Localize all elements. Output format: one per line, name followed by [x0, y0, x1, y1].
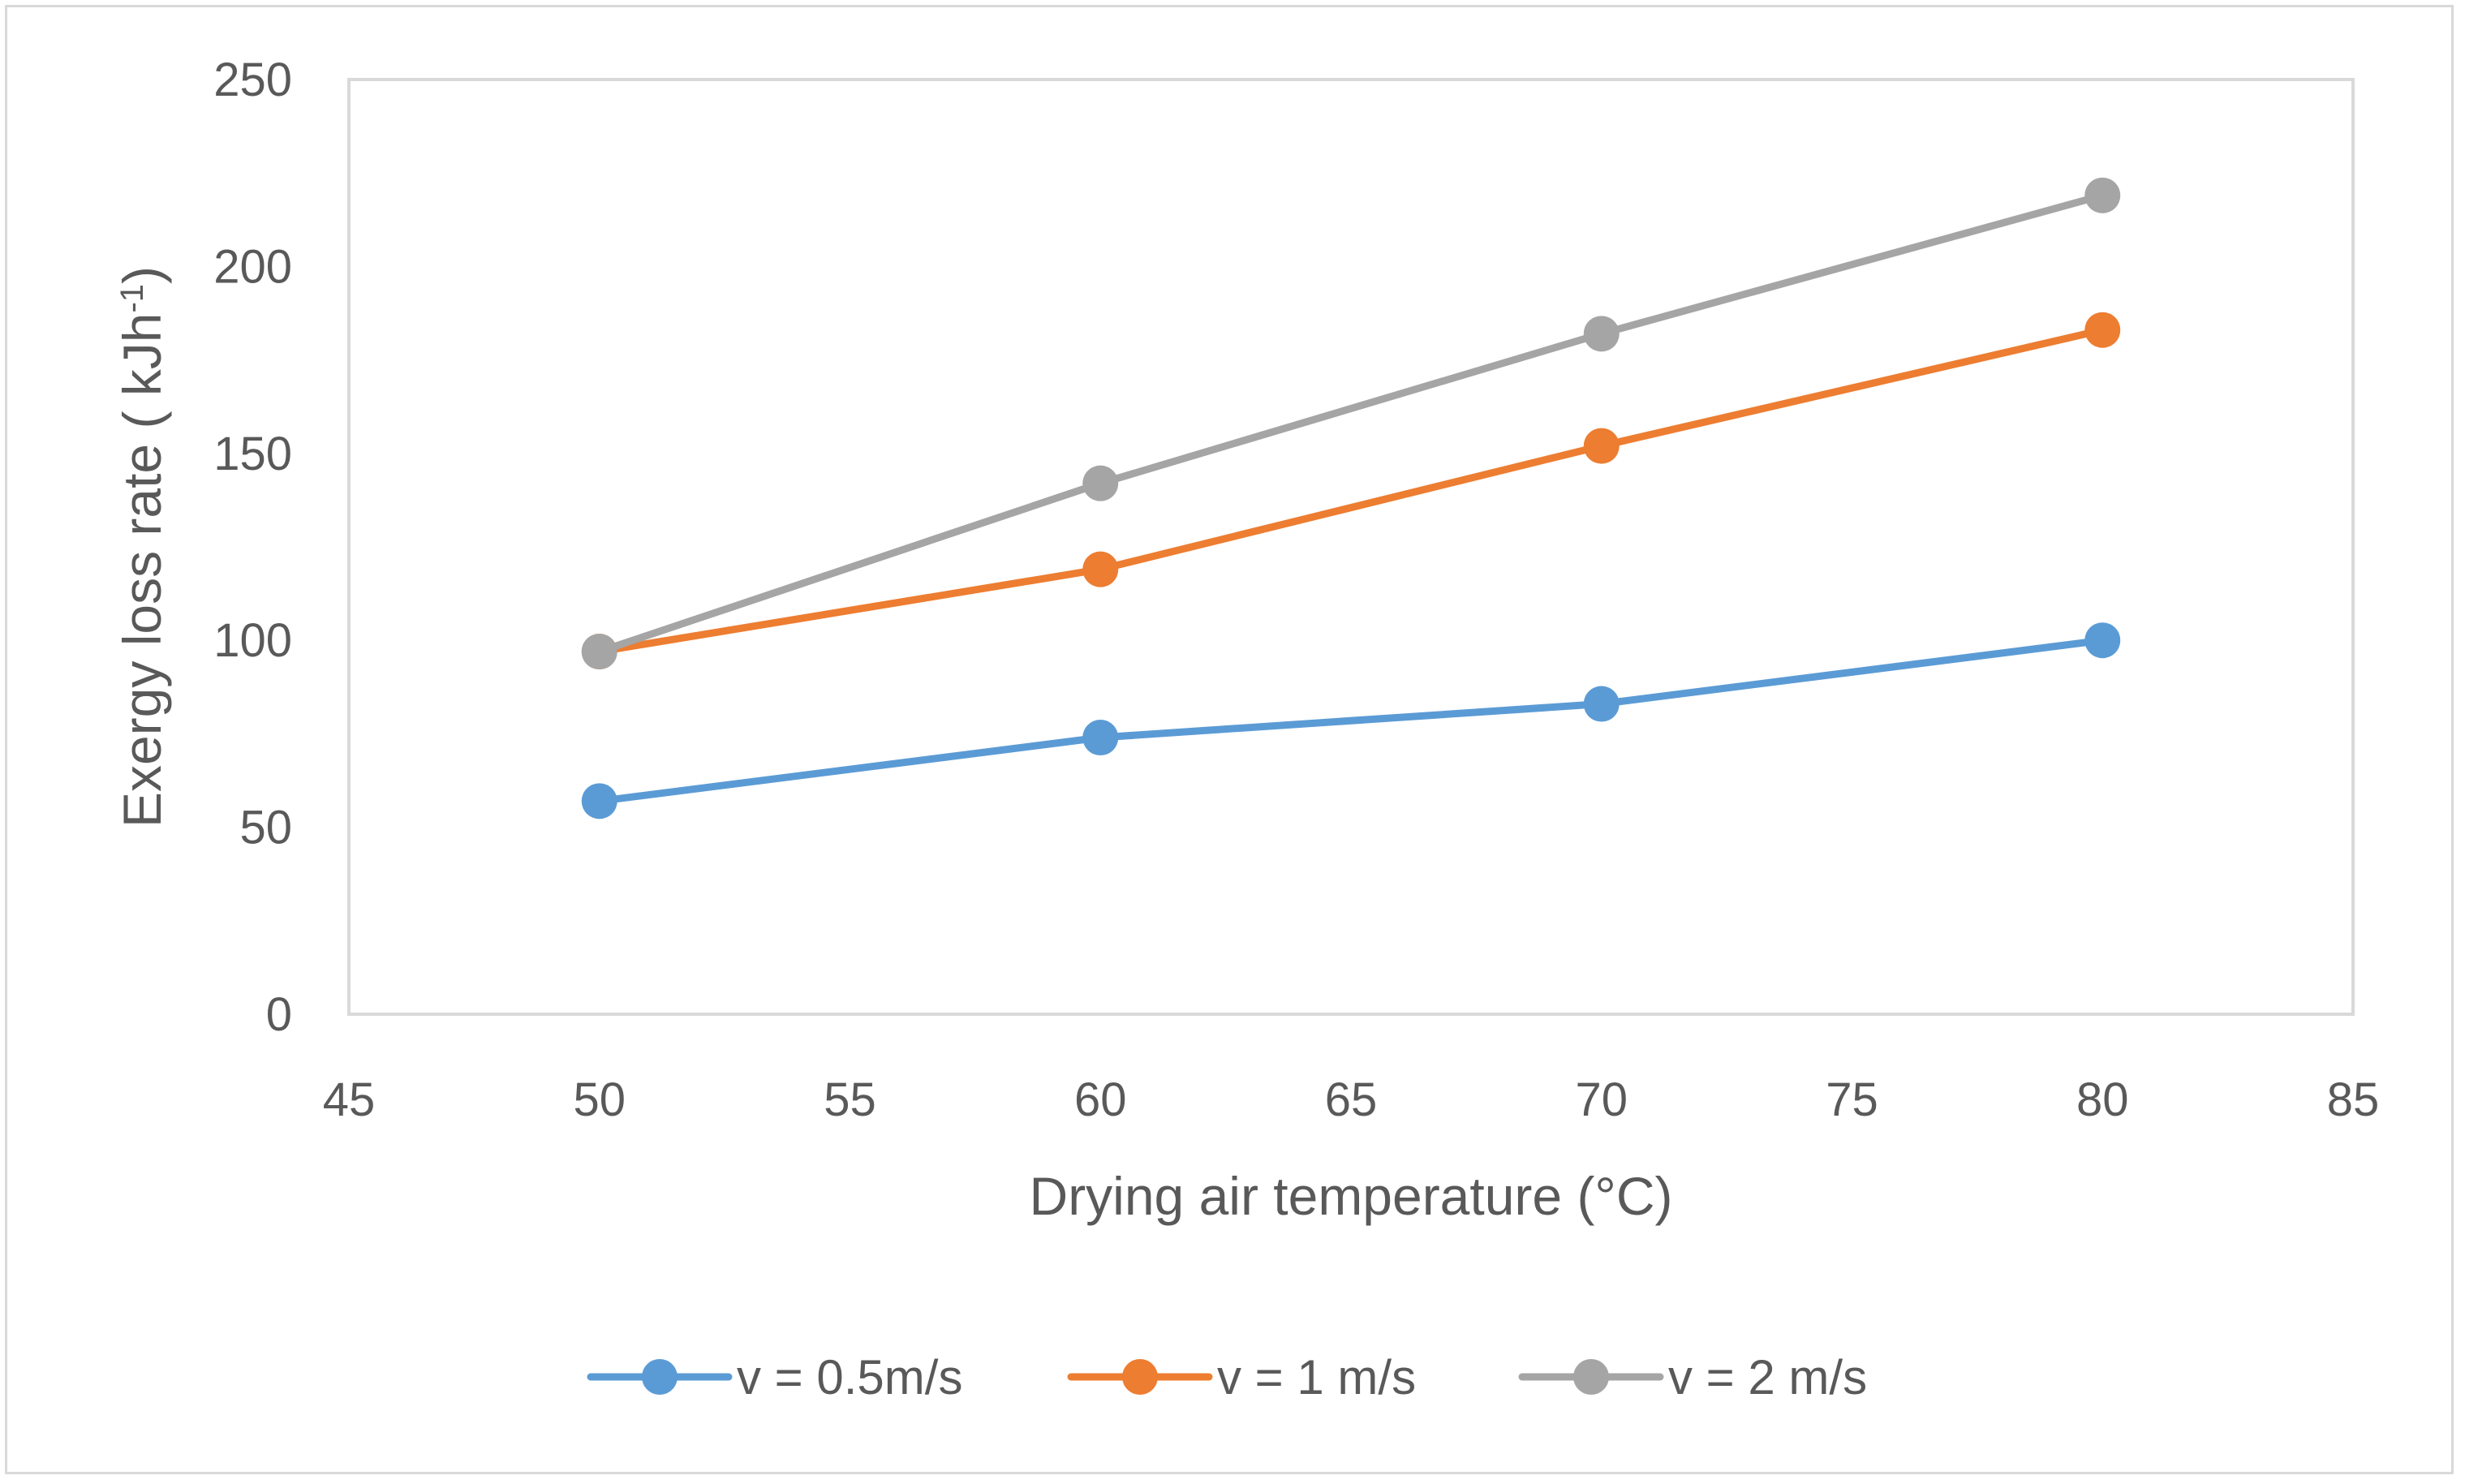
y-tick-label: 100	[213, 614, 292, 667]
data-point	[1583, 316, 1620, 352]
x-tick-label: 55	[824, 1073, 876, 1126]
series-line	[596, 191, 2106, 656]
y-tick-label: 50	[239, 802, 292, 854]
series-2	[581, 312, 2121, 670]
legend-marker	[642, 1359, 678, 1395]
y-tick-label: 0	[266, 988, 292, 1041]
y-tick-label: 150	[213, 428, 292, 480]
legend-item: v = 2 m/s	[1518, 1350, 1867, 1404]
data-point	[1583, 428, 1620, 464]
series-line	[596, 636, 2106, 805]
data-point	[1082, 720, 1119, 756]
data-point	[1082, 551, 1119, 587]
x-tick-label: 75	[1826, 1073, 1878, 1126]
data-point	[2084, 312, 2121, 348]
x-tick-label: 85	[2327, 1073, 2380, 1126]
chart-frame	[5, 5, 2454, 1474]
y-tick-label: 250	[213, 54, 292, 106]
series-layer	[581, 177, 2121, 819]
series-3	[581, 177, 2121, 670]
data-point	[1082, 465, 1119, 501]
series-1	[581, 622, 2121, 819]
x-axis-title: Drying air temperature (°C)	[1030, 1166, 1673, 1226]
plot-area	[347, 78, 2355, 1016]
series-line	[596, 326, 2106, 656]
data-point	[581, 783, 617, 819]
legend-label: v = 1 m/s	[1217, 1350, 1416, 1404]
legend-marker	[1573, 1359, 1609, 1395]
y-axis-title: Exergy loss rate ( kJh-1)	[112, 266, 172, 828]
legend: v = 0.5m/s v = 1 m/s v = 2 m/s	[587, 1350, 1867, 1404]
y-axis-title-sup: -1	[114, 284, 150, 313]
data-point	[2084, 622, 2121, 659]
legend-item: v = 1 m/s	[1067, 1350, 1416, 1404]
y-tick-label: 200	[213, 240, 292, 293]
x-tick-label: 65	[1325, 1073, 1378, 1126]
legend-label: v = 2 m/s	[1668, 1350, 1867, 1404]
x-tick-label: 45	[323, 1073, 376, 1126]
y-axis-ticks: 0 50 100 150 200 250	[213, 54, 292, 1041]
legend-label: v = 0.5m/s	[737, 1350, 962, 1404]
x-axis-ticks: 45 50 55 60 65 70 75 80 85	[323, 1073, 2380, 1126]
data-point	[1583, 686, 1620, 722]
data-point	[581, 634, 617, 670]
legend-item: v = 0.5m/s	[587, 1350, 962, 1404]
x-tick-label: 70	[1575, 1073, 1628, 1126]
x-tick-label: 50	[573, 1073, 626, 1126]
y-axis-title-close: )	[112, 266, 172, 284]
data-point	[2084, 177, 2121, 213]
y-axis-title-main: Exergy loss rate ( kJh	[112, 313, 172, 828]
x-tick-label: 60	[1074, 1073, 1127, 1126]
x-tick-label: 80	[2076, 1073, 2129, 1126]
legend-marker	[1122, 1359, 1158, 1395]
